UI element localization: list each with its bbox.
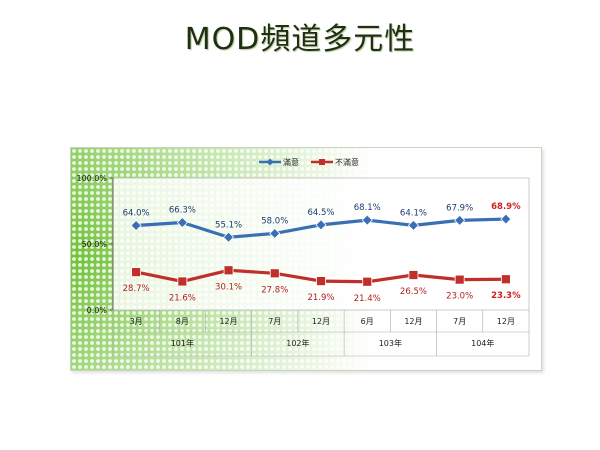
chart-frame: 0.0% 50.0% 100.0% 3月 8月 12月 7月 12月 6月 12月 7月 12月 101… (70, 147, 542, 371)
x-category-label: 12月 (497, 317, 515, 326)
data-label: 28.7% (123, 284, 150, 294)
series-2-point (408, 270, 419, 280)
series-1-point (454, 214, 466, 226)
series-2-point (500, 274, 511, 285)
series-2-point (131, 267, 142, 278)
legend-swatch-marker (319, 159, 325, 165)
series-1-point (269, 227, 281, 240)
series-1-point (176, 216, 188, 229)
series-1-point (500, 213, 512, 225)
x-year-label: 101年 (171, 338, 194, 348)
data-label: 23.3% (491, 291, 521, 301)
series-1-point (222, 231, 235, 243)
data-label: 64.1% (400, 208, 427, 218)
data-label: 21.4% (354, 294, 381, 304)
slide-title: MOD頻道多元性 (184, 22, 416, 57)
data-label: 68.9% (491, 202, 521, 212)
x-year-label: 104年 (471, 338, 494, 348)
y-tick-label: 50.0% (82, 240, 108, 249)
x-category-label: 7月 (453, 317, 466, 326)
x-category-label: 12月 (219, 317, 237, 326)
x-category-label: 12月 (404, 317, 422, 326)
x-category-label: 7月 (268, 317, 281, 326)
data-label: 55.1% (215, 220, 242, 230)
data-label: 27.8% (261, 285, 288, 295)
data-label: 64.0% (123, 209, 150, 219)
series-2-point (223, 265, 234, 276)
y-tick-label: 0.0% (87, 306, 108, 315)
series-2-point (269, 268, 280, 279)
series-1-point (361, 214, 373, 226)
series-2-point (454, 274, 465, 285)
x-category-label: 12月 (312, 317, 330, 326)
legend-label: 滿意 (283, 157, 299, 167)
series-1-point (407, 219, 420, 231)
data-label: 26.5% (400, 287, 427, 297)
data-label: 66.3% (169, 205, 196, 215)
series-2-point (177, 276, 188, 287)
series-1-point (130, 219, 142, 232)
series-2-point (362, 276, 373, 287)
data-label: 68.1% (354, 203, 381, 213)
data-label: 23.0% (446, 292, 473, 302)
data-label: 67.9% (446, 203, 473, 213)
x-category-label: 6月 (361, 317, 374, 326)
x-category-label: 3月 (130, 317, 143, 326)
series-1-point (315, 219, 327, 231)
x-year-label: 103年 (379, 338, 402, 348)
chart-layer: 0.0% 50.0% 100.0% 3月 8月 12月 7月 12月 6月 12月 7月 12月 101… (76, 157, 530, 357)
data-label: 21.6% (169, 293, 196, 303)
series-2-point (316, 276, 326, 286)
y-tick-label: 100.0% (76, 174, 107, 183)
data-label: 58.0% (261, 216, 288, 226)
x-category-label: 8月 (176, 317, 189, 326)
plot-area (112, 177, 530, 311)
data-label: 30.1% (215, 282, 242, 292)
data-label: 21.9% (307, 293, 334, 303)
x-year-label: 102年 (286, 338, 309, 348)
legend-label: 不滿意 (335, 157, 359, 167)
line-chart: 0.0% 50.0% 100.0% 3月 8月 12月 7月 12月 6月 12月 7月 12月 101… (71, 148, 530, 370)
legend-swatch-marker (266, 158, 274, 166)
data-label: 64.5% (307, 208, 334, 218)
